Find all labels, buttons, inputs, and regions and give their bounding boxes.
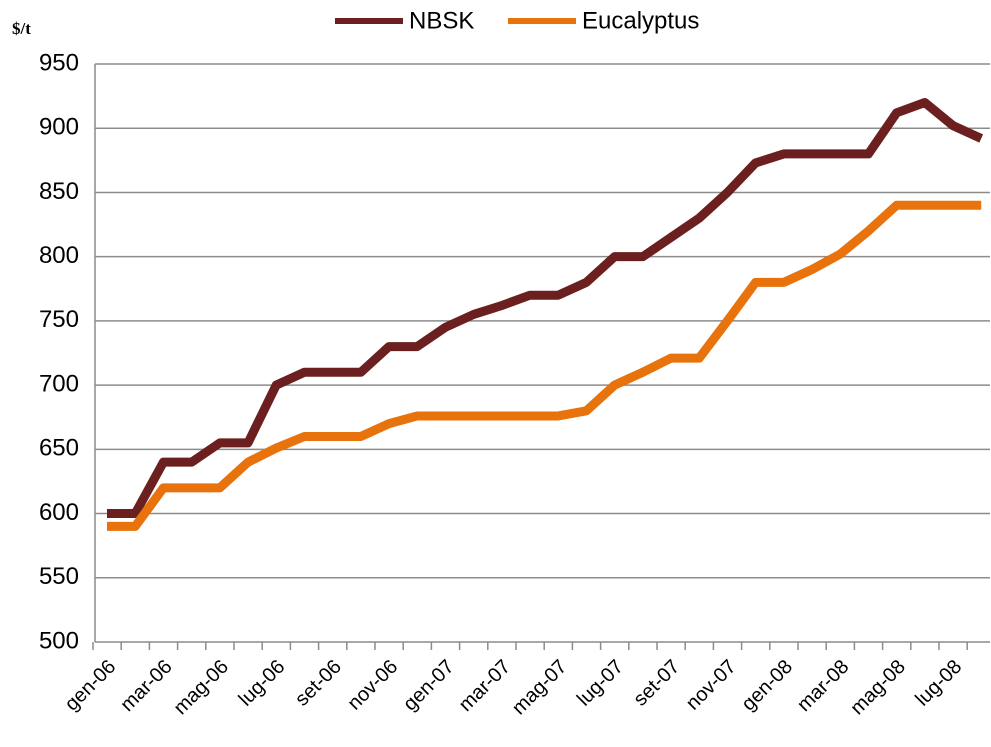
x-tick-label: gen-08 (737, 656, 797, 716)
x-tick-label: gen-07 (399, 656, 459, 716)
y-tick-label: 750 (39, 306, 79, 333)
x-tick-label: mag-08 (846, 656, 910, 720)
series-line (107, 98, 984, 519)
x-tick-label: set-07 (629, 656, 684, 711)
y-tick-label: 700 (39, 370, 79, 397)
y-tick-label: 550 (39, 563, 79, 590)
x-tick-label: mar-08 (793, 656, 853, 716)
x-tick-label: nov-07 (682, 656, 741, 715)
x-tick-label: lug-08 (911, 656, 966, 711)
x-tick-label: mag-06 (170, 656, 234, 720)
x-tick-label: set-06 (291, 656, 346, 711)
y-axis-label: $/t (12, 19, 31, 38)
x-tick-label: mag-07 (508, 656, 572, 720)
y-tick-label: 950 (39, 49, 79, 76)
y-tick-label: 600 (39, 499, 79, 526)
legend-label: NBSK (409, 7, 474, 34)
x-tick-label: mar-06 (116, 656, 176, 716)
series-line (107, 200, 982, 531)
x-tick-label: gen-06 (61, 656, 121, 716)
x-tick-label: lug-07 (573, 656, 628, 711)
y-tick-label: 900 (39, 114, 79, 141)
y-tick-label: 500 (39, 627, 79, 654)
y-tick-label: 650 (39, 435, 79, 462)
legend-label: Eucalyptus (582, 7, 699, 34)
x-tick-label: mar-07 (455, 656, 515, 716)
x-tick-label: lug-06 (235, 656, 290, 711)
y-tick-label: 800 (39, 242, 79, 269)
y-tick-label: 850 (39, 178, 79, 205)
x-tick-label: nov-06 (343, 656, 402, 715)
